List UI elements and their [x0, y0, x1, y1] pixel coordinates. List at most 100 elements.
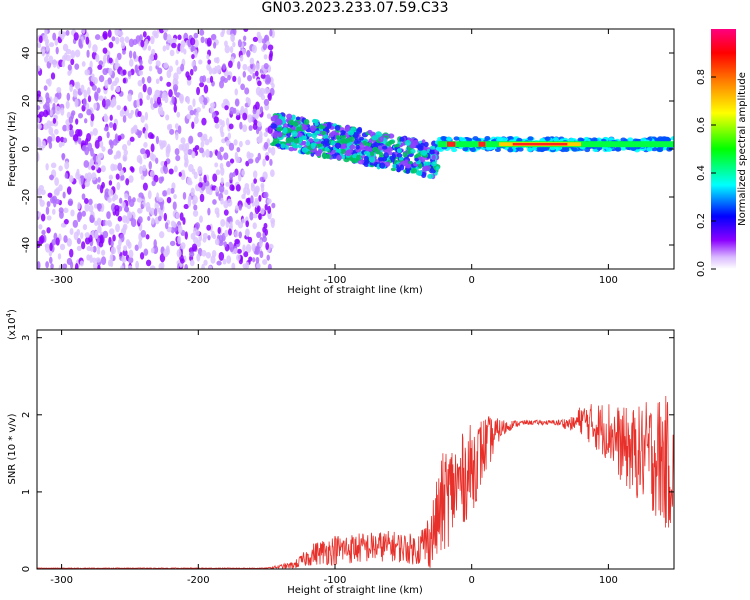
heatmap-cell	[172, 201, 177, 211]
heatmap-cell	[142, 31, 147, 38]
heatmap-cell	[199, 82, 205, 88]
heatmap-cell	[394, 143, 400, 148]
heatmap-cell	[99, 140, 104, 148]
heatmap-cell	[48, 42, 55, 48]
heatmap-cell	[66, 92, 71, 101]
heatmap-cell	[259, 130, 263, 139]
heatmap-cell	[200, 140, 205, 148]
heatmap-cell	[262, 259, 268, 265]
heatmap-cell	[172, 221, 177, 228]
heatmap-cell	[136, 155, 142, 164]
heatmap-cell	[39, 234, 45, 244]
heatmap-cell	[240, 83, 246, 91]
heatmap-cell	[326, 122, 332, 129]
heatmap-cell	[128, 265, 133, 269]
heatmap-cell	[151, 180, 156, 187]
heatmap-cell	[61, 31, 67, 37]
heatmap-cell	[198, 59, 203, 65]
heatmap-cell	[128, 212, 133, 219]
heatmap-cell	[400, 142, 406, 146]
heatmap-cell	[249, 57, 255, 65]
heatmap-cell	[45, 261, 49, 269]
heatmap-cell	[301, 147, 309, 153]
heatmap-cell	[57, 253, 62, 260]
heatmap-cell	[335, 148, 342, 154]
heatmap-cell	[82, 223, 88, 231]
heatmap-cell	[180, 63, 185, 72]
heatmap-cell	[70, 209, 75, 217]
heatmap-cell	[358, 136, 364, 141]
heatmap-cell	[256, 263, 261, 269]
heatmap-cell	[251, 243, 256, 252]
heatmap-cell	[145, 234, 150, 240]
spectrogram-x-tick-label: -300	[50, 275, 73, 286]
heatmap-cell	[134, 244, 139, 251]
heatmap-cell	[97, 225, 102, 234]
heatmap-cell	[140, 148, 146, 155]
heatmap-cell	[606, 147, 613, 152]
heatmap-cell	[105, 99, 111, 107]
heatmap-cell	[123, 245, 128, 252]
heatmap-cell	[87, 142, 93, 152]
heatmap-cell	[263, 131, 268, 137]
heatmap-cell	[108, 57, 113, 64]
colorbar-tick-label: 0.0	[696, 261, 707, 277]
heatmap-cell	[466, 137, 473, 142]
heatmap-cell	[114, 29, 120, 36]
heatmap-cell	[162, 165, 167, 172]
heatmap-cell	[298, 138, 303, 144]
heatmap-cell	[405, 169, 410, 174]
heatmap-cell	[255, 101, 260, 110]
heatmap-cell	[228, 60, 233, 68]
heatmap-cell	[192, 209, 199, 217]
heatmap-cell	[152, 102, 159, 109]
heatmap-cell	[128, 38, 135, 48]
heatmap-cell	[104, 220, 109, 226]
heatmap-cell	[235, 184, 241, 192]
heatmap-cell	[187, 198, 192, 208]
heatmap-cell	[220, 177, 224, 185]
heatmap-cell	[94, 230, 99, 240]
heatmap-cell	[149, 152, 154, 161]
heatmap-cell	[235, 205, 239, 211]
heatmap-cell	[178, 143, 184, 151]
heatmap-cell	[157, 67, 163, 75]
heatmap-cell	[282, 127, 288, 134]
heatmap-cell	[77, 201, 81, 210]
heatmap-cell	[165, 114, 170, 121]
heatmap-cell	[243, 251, 249, 258]
heatmap-cell	[193, 65, 198, 72]
heatmap-cell	[336, 154, 342, 161]
heatmap-cell	[364, 145, 370, 151]
heatmap-cell	[190, 37, 196, 46]
heatmap-cell	[84, 236, 91, 245]
heatmap-cell	[50, 72, 56, 80]
heatmap-cell	[162, 190, 167, 197]
heatmap-cell	[126, 139, 132, 146]
heatmap-cell	[83, 160, 90, 168]
heatmap-cell	[421, 150, 427, 156]
colorbar-tick-label: 0.8	[696, 69, 707, 85]
heatmap-cell	[369, 150, 375, 157]
heatmap-cell	[173, 104, 177, 113]
heatmap-cell	[94, 139, 100, 149]
heatmap-cell	[237, 39, 242, 48]
heatmap-cell	[320, 131, 327, 136]
heatmap-cell	[47, 78, 52, 87]
heatmap-cell	[190, 45, 196, 51]
heatmap-cell	[245, 229, 250, 237]
heatmap-cell	[424, 141, 429, 148]
heatmap-cell	[104, 79, 109, 89]
heatmap-cell	[155, 89, 161, 96]
heatmap-cell	[40, 46, 46, 55]
heatmap-cell	[97, 264, 101, 269]
heatmap-cell	[137, 207, 142, 214]
snr-y-ticks: 0 1 2 3	[21, 335, 674, 572]
heatmap-cell	[112, 122, 117, 131]
heatmap-cell	[140, 39, 145, 48]
heatmap-cell	[37, 105, 41, 111]
heatmap-cell	[220, 219, 226, 227]
heatmap-cell	[352, 131, 359, 139]
heatmap-cell	[199, 75, 205, 84]
heatmap-cell	[238, 140, 243, 148]
